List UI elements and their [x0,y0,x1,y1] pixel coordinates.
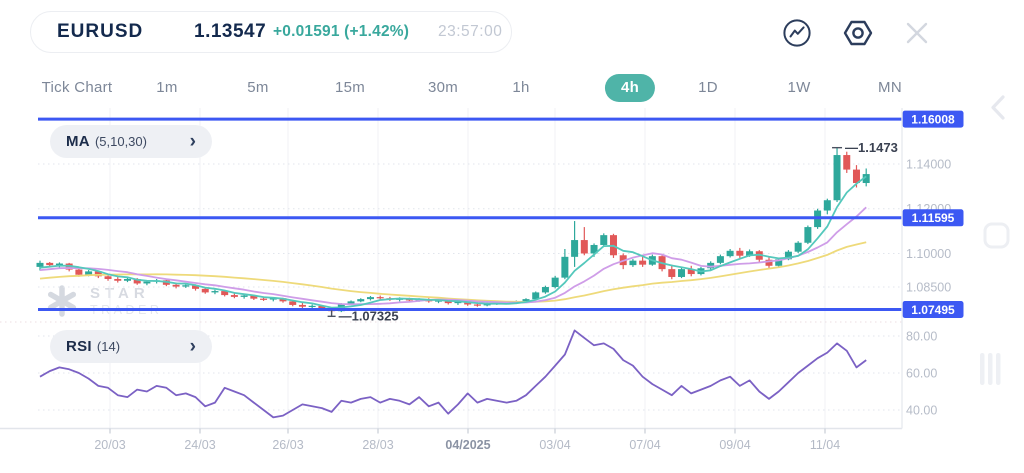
timeframe-1m[interactable]: 1m [156,79,178,96]
timeframe-bar: Tick Chart 1m 5m 15m 30m 1h 4h 1D 1W MN [0,74,1024,102]
ma-params: (5,10,30) [94,134,147,149]
svg-text:1.08500: 1.08500 [906,280,951,294]
rounded-square-icon[interactable] [983,222,1010,249]
timeframe-30m[interactable]: 30m [427,79,459,96]
rsi-line [39,329,867,419]
svg-text:80.00: 80.00 [906,329,937,343]
close-icon[interactable] [904,20,930,51]
last-price: 1.13547 [194,21,267,42]
ma-5-line [39,175,867,309]
chevron-left-icon[interactable] [991,95,1005,120]
timeframe-5m[interactable]: 5m [247,79,269,96]
quote-time: 23:57:00 [438,23,503,40]
svg-text:1.10000: 1.10000 [906,247,951,261]
svg-text:11/04: 11/04 [810,438,840,452]
svg-text:1.11595: 1.11595 [912,211,955,225]
rsi-label: RSI [66,338,92,355]
svg-text:1.14000: 1.14000 [906,157,951,171]
ma-30-line [39,241,867,303]
rsi-params: (14) [96,339,121,354]
svg-text:60.00: 60.00 [906,366,937,380]
timeframe-tick-chart[interactable]: Tick Chart [41,79,113,96]
timeframe-1d[interactable]: 1D [698,79,718,96]
timeframe-1w[interactable]: 1W [787,79,811,96]
watermark-line1: STAR [90,285,150,302]
svg-text:1.16008: 1.16008 [911,112,955,126]
price-level-badge [902,301,964,319]
svg-text:26/03: 26/03 [272,438,303,452]
settings-icon[interactable] [840,15,876,56]
svg-text:03/04: 03/04 [539,438,570,452]
activity-icon[interactable] [782,18,812,53]
svg-text:07/04: 07/04 [629,438,660,452]
svg-text:24/03: 24/03 [184,438,215,452]
rsi-indicator-button[interactable]: RSI (14) › [50,330,212,363]
price-level-badge [902,110,964,128]
svg-text:40.00: 40.00 [906,403,937,417]
svg-text:04/2025: 04/2025 [445,438,490,452]
right-rail [980,95,1010,385]
chevron-right-icon: › [189,336,196,357]
low-price-annotation: —1.07325 [339,308,399,323]
price-change: +0.01591 (+1.42%) [273,23,410,40]
drag-handle-icon[interactable] [980,353,1001,385]
timeframe-4h[interactable]: 4h [604,74,656,102]
chevron-right-icon: › [189,131,196,152]
svg-text:1.07495: 1.07495 [911,303,955,317]
svg-text:20/03: 20/03 [94,438,125,452]
ma-indicator-button[interactable]: MA (5,10,30) › [50,125,212,158]
svg-text:09/04: 09/04 [719,438,750,452]
timeframe-mn[interactable]: MN [878,79,902,96]
symbol-name: EURUSD [57,21,144,42]
timeframe-1h[interactable]: 1h [512,79,530,96]
candlestick-series [36,147,870,314]
svg-text:28/03: 28/03 [362,438,393,452]
high-price-annotation: —1.1473 [845,140,898,155]
symbol-info-pill[interactable]: EURUSD 1.13547 +0.01591 (+1.42%) 23:57:0… [30,11,512,53]
ma-10-line [39,206,867,306]
timeframe-15m[interactable]: 15m [334,79,366,96]
price-level-badge [902,209,964,227]
ma-label: MA [66,133,90,150]
